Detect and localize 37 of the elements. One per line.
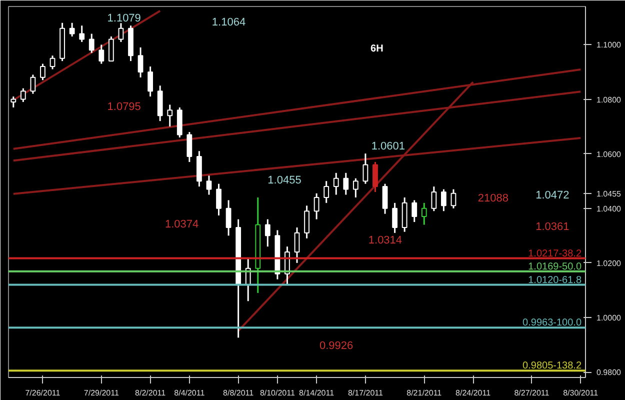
- annotation: 1.0374: [164, 218, 199, 230]
- ref-line-label: 1.0169-50.0: [528, 261, 582, 272]
- x-tick-label: 8/21/2011: [406, 388, 442, 398]
- y-tick-label: 1.0800: [596, 95, 622, 104]
- x-tick-label: 8/30/2011: [563, 388, 599, 398]
- y-tick-label: 1.0000: [596, 313, 622, 322]
- y-tick-label: 1.0600: [596, 150, 622, 159]
- x-tick-label: 8/24/2011: [456, 388, 492, 398]
- y-tick-label: 1.1000: [596, 40, 622, 50]
- y-tick-label: 1.0455: [596, 189, 622, 198]
- ref-line-label: 0.9805-138.2: [522, 360, 582, 372]
- x-tick-label: 8/2/2011: [135, 388, 166, 398]
- y-tick-label: 1.0400: [596, 204, 622, 214]
- x-tick-label: 8/10/2011: [260, 388, 296, 398]
- y-tick-label: 0.9800: [596, 368, 622, 378]
- annotation: 21088: [478, 192, 509, 204]
- annotation: 1.1064: [212, 16, 246, 29]
- annotation: 1.1079: [107, 12, 141, 24]
- annotation: 0.9926: [319, 340, 354, 352]
- annotation: 1.0455: [268, 174, 302, 187]
- x-tick-label: 8/14/2011: [299, 388, 335, 398]
- y-tick-label: 1.0200: [596, 258, 622, 268]
- x-tick-label: 8/27/2011: [514, 388, 550, 398]
- ref-line-label: 1.0217-38.2: [528, 248, 582, 260]
- annotation: 1.0472: [536, 190, 570, 202]
- x-tick-label: 8/8/2011: [223, 388, 254, 398]
- text: 6H: [370, 44, 384, 54]
- x-tick-label: 8/17/2011: [348, 388, 384, 398]
- annotation: 1.0795: [107, 101, 141, 114]
- annotation: 1.0361: [536, 221, 570, 234]
- ref-line-label: 1.0120-61.8: [528, 274, 582, 286]
- x-tick-label: 8/4/2011: [174, 388, 206, 398]
- ref-line-label: 0.9963-100.0: [522, 318, 582, 329]
- annotation: 1.0314: [368, 234, 402, 247]
- x-tick-label: 7/29/2011: [84, 388, 120, 398]
- annotation: 1.0601: [371, 140, 405, 153]
- x-tick-label: 7/26/2011: [25, 388, 61, 398]
